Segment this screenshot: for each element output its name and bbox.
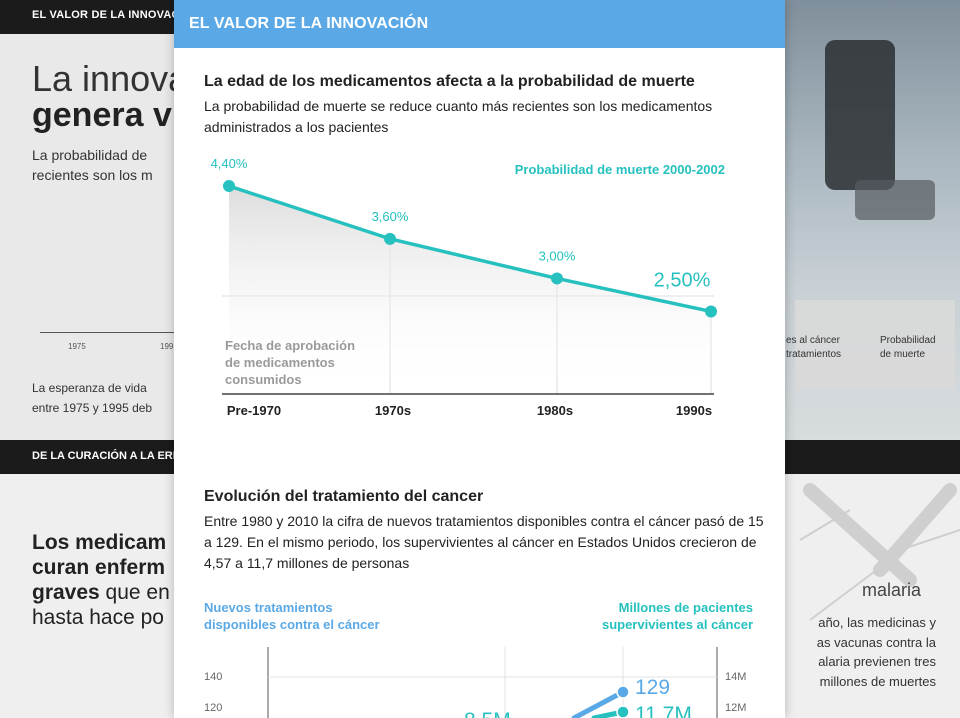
chart2-treatments-line: [571, 689, 626, 718]
chart1-points: [223, 180, 717, 318]
bg-legend-a-line2: tratamientos: [786, 349, 842, 360]
section1-text: La probabilidad de muerte se reduce cuan…: [204, 98, 713, 135]
bg-title-line2: genera v: [32, 96, 172, 134]
malaria-line4: millones de muertes: [819, 673, 936, 689]
bg-subtitle-line2: recientes son los m: [32, 167, 153, 183]
bg-headline-line1: Los medicam: [32, 531, 167, 554]
chart1-x-title-line1: Fecha de aprobación: [225, 338, 355, 353]
photo-legend-panel: [795, 300, 955, 390]
chart2-right-tick-14m: 14M: [725, 671, 746, 683]
bg-headline-line3: graves que en: [32, 580, 174, 605]
chart1-point-1: [384, 232, 396, 245]
mid-section-label: DE LA CURACIÓN A LA ERR: [32, 450, 181, 462]
malaria-text: año, las medicinas y as vacunas contra l…: [786, 613, 936, 691]
chart2-left-label-line2: disponibles contra el cáncer: [204, 617, 380, 632]
modal-header: EL VALOR DE LA INNOVACIÓN: [174, 0, 785, 48]
chart1-category-label-1: 1970s: [375, 403, 411, 418]
chart1-point-2: [551, 272, 563, 285]
chart1-value-label-0: 4,40%: [211, 156, 248, 171]
chart1-value-label-1: 3,60%: [372, 209, 409, 224]
chart1-series-label: Probabilidad de muerte 2000-2002: [515, 162, 725, 177]
bg-legend-treatments: es al cáncer tratamientos: [786, 334, 841, 362]
bg-headline-line2: curan enferm: [32, 556, 166, 579]
bg-note-line1: La esperanza de vida: [32, 381, 147, 395]
top-section-label: EL VALOR DE LA INNOVAC: [32, 9, 180, 21]
chart2-right-label-line2: supervivientes al cáncer: [602, 617, 753, 632]
chart1-point-3: [705, 305, 717, 318]
death-probability-chart: 4,40% 3,60% 3,00% 2,50% Pre-1970 1970s 1980s 1…: [211, 156, 725, 418]
chart2-right-tick-12m: 12M: [725, 702, 746, 714]
malaria-line1: año, las medicinas y: [818, 615, 936, 630]
section2-text: Entre 1980 y 2010 la cifra de nuevos tra…: [204, 513, 764, 571]
chart2-left-tick-120: 120: [204, 702, 222, 714]
bg-headline-rest: que en: [99, 581, 170, 604]
modal-header-title: EL VALOR DE LA INNOVACIÓN: [189, 15, 429, 32]
chart2-right-label-line1: Millones de pacientes: [619, 600, 753, 615]
section1-title: La edad de los medicamentos afecta a la …: [204, 73, 695, 90]
chart1-x-title-line2: de medicamentos: [225, 355, 335, 370]
bg-headline: Los medicam curan enferm graves que en h…: [32, 530, 174, 630]
bg-tick-1975: 1975: [68, 342, 86, 351]
chart1-category-labels: Pre-1970 1970s 1980s 1990s: [227, 403, 712, 418]
chart1-point-0: [223, 180, 235, 192]
cancer-treatment-chart: Nuevos tratamientos disponibles contra e…: [204, 600, 753, 718]
bg-headline-bold: graves: [32, 581, 100, 604]
microscope-body: [825, 40, 895, 190]
bg-legend-a-line1: es al cáncer: [786, 335, 840, 346]
bg-legend-b-line2: de muerte: [880, 349, 926, 360]
chart1-value-label-2: 3,00%: [539, 248, 576, 263]
chart1-category-label-2: 1980s: [537, 403, 573, 418]
mosquito-icon: [799, 483, 960, 621]
bg-title-line1: La innova: [32, 58, 189, 99]
infographic-modal[interactable]: EL VALOR DE LA INNOVACIÓN La edad de los…: [174, 0, 785, 718]
chart1-category-label-0: Pre-1970: [227, 403, 281, 418]
chart2-left-tick-140: 140: [204, 671, 222, 683]
chart2-partial-label: 8,5M: [464, 709, 511, 718]
malaria-line2: as vacunas contra la: [816, 634, 936, 650]
microscope-knob: [855, 180, 935, 220]
bg-headline-line4: hasta hace po: [32, 606, 164, 629]
bg-chart-axis: [40, 332, 180, 333]
bg-legend-b-line1: Probabilidad: [880, 335, 936, 346]
chart1-x-title-line3: consumidos: [225, 372, 302, 387]
malaria-title: malaria: [862, 580, 922, 600]
chart1-category-label-3: 1990s: [676, 403, 712, 418]
chart2-survivors-endpoint: [616, 705, 630, 718]
bg-tick-199x: 199: [160, 342, 174, 351]
section2-title: Evolución del tratamiento del cancer: [204, 488, 484, 505]
chart2-survivors-value: 11,7M: [635, 703, 692, 718]
bg-note: La esperanza de vida entre 1975 y 1995 d…: [32, 378, 174, 418]
chart1-area: [229, 186, 711, 394]
chart1-value-labels: 4,40% 3,60% 3,00% 2,50%: [211, 156, 711, 291]
bg-subtitle: La probabilidad de recientes son los m: [32, 145, 172, 185]
microscope-photo: [785, 0, 960, 440]
bg-note-line2: entre 1975 y 1995 deb: [32, 401, 153, 415]
bg-subtitle-line1: La probabilidad de: [32, 147, 148, 163]
chart1-series-line: [228, 184, 712, 314]
chart2-left-label-line1: Nuevos tratamientos: [204, 600, 333, 615]
chart2-treatments-value: 129: [635, 676, 670, 699]
bg-legend-death: Probabilidad de muerte: [880, 334, 936, 362]
malaria-line3: alaria previenen tres: [818, 654, 936, 669]
chart2-treatments-endpoint: [616, 685, 630, 699]
chart1-value-label-3: 2,50%: [654, 269, 711, 291]
